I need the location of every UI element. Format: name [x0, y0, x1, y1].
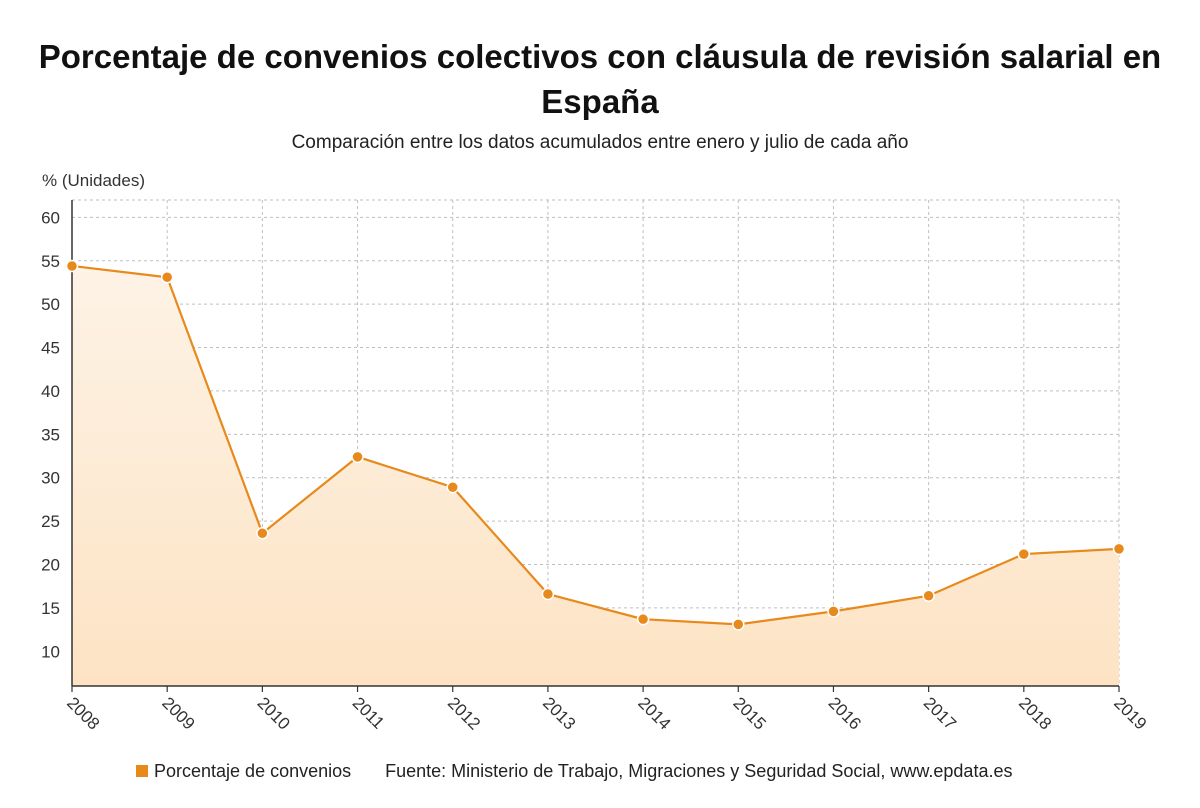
source-note: Fuente: Ministerio de Trabajo, Migracion… [385, 760, 1013, 781]
y-tick-label: 50 [41, 295, 60, 314]
x-tick-label: 2014 [634, 693, 674, 733]
legend: Porcentaje de convenios Fuente: Minister… [136, 760, 1012, 782]
data-point [256, 527, 269, 540]
y-tick-label: 10 [41, 642, 60, 661]
y-tick-label: 60 [41, 208, 60, 227]
chart-title: Porcentaje de convenios colectivos con c… [38, 38, 1162, 120]
x-tick-label: 2009 [158, 693, 198, 733]
data-point [1017, 547, 1031, 561]
series-area [72, 265, 1119, 686]
x-tick-label: 2011 [349, 693, 388, 732]
chart-subtitle: Comparación entre los datos acumulados e… [291, 132, 909, 153]
data-point [446, 481, 459, 494]
data-point [65, 259, 79, 273]
y-axis-label: % (Unidades) [42, 171, 145, 190]
data-point [160, 270, 174, 284]
legend-swatch [136, 765, 148, 777]
data-point [732, 618, 745, 631]
x-tick-label: 2017 [920, 693, 960, 733]
y-tick-label: 25 [41, 512, 60, 531]
x-tick-label: 2013 [539, 693, 579, 733]
data-point [827, 605, 840, 618]
y-tick-label: 55 [41, 252, 60, 271]
x-tick-label: 2008 [63, 693, 103, 733]
legend-series-label: Porcentaje de convenios [154, 760, 352, 781]
y-tick-label: 40 [41, 382, 60, 401]
x-tick-label: 2016 [825, 693, 865, 733]
y-tick-label: 15 [41, 599, 60, 618]
x-tick-label: 2010 [254, 693, 294, 733]
y-tick-label: 30 [41, 469, 60, 488]
data-point [541, 587, 555, 601]
y-tick-label: 45 [41, 339, 60, 358]
data-point [1112, 542, 1126, 556]
y-tick-label: 20 [41, 556, 60, 575]
data-point [922, 589, 935, 602]
x-tick-label: 2012 [444, 693, 484, 733]
data-point [351, 450, 364, 464]
data-point [636, 612, 650, 626]
x-tick-label: 2019 [1110, 693, 1150, 733]
y-tick-label: 35 [41, 425, 60, 444]
x-tick-label: 2018 [1015, 693, 1055, 733]
x-tick-label: 2015 [729, 693, 769, 733]
series-line [71, 264, 1120, 626]
